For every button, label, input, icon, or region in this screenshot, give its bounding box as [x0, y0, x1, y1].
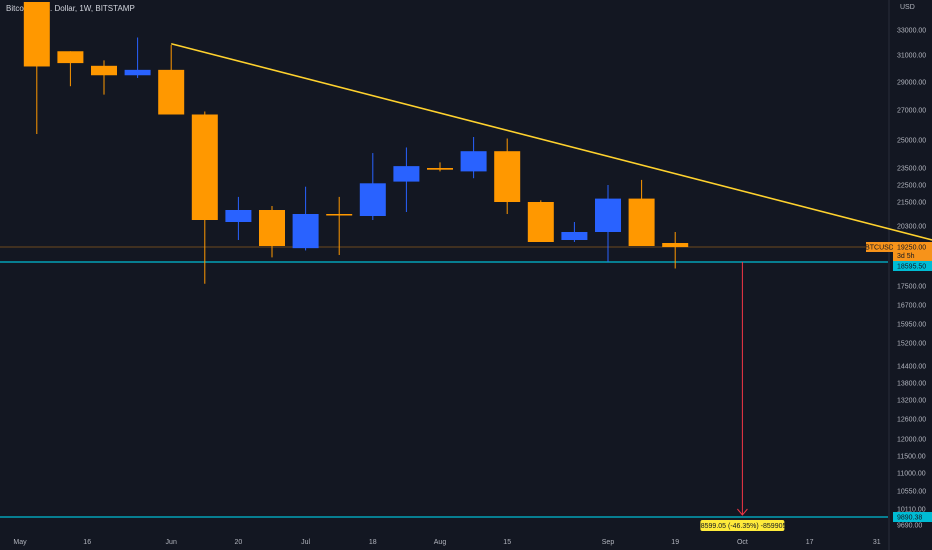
x-tick-label: 16	[83, 539, 91, 546]
y-tick-label: 33000.00	[897, 28, 926, 35]
candle-body	[326, 214, 353, 216]
x-tick-label: 17	[806, 539, 814, 546]
x-tick-label: Sep	[602, 539, 615, 546]
y-tick-label: 25000.00	[897, 138, 926, 145]
x-tick-label: 20	[235, 539, 243, 546]
candle-body	[124, 69, 151, 76]
trendline	[171, 42, 932, 241]
candle-body	[259, 210, 285, 246]
y-tick-label: 23500.00	[897, 166, 926, 173]
x-tick-label: Jun	[166, 539, 177, 546]
x-tick-label: 19	[671, 539, 679, 546]
measure-label-box	[700, 520, 785, 531]
candle-body	[23, 2, 50, 67]
candle-body	[191, 114, 218, 220]
y-tick-label: 15950.00	[897, 322, 926, 329]
x-tick-label: 15	[503, 539, 511, 546]
candle-body	[225, 210, 252, 222]
x-tick-label: May	[13, 539, 27, 546]
symbol-tag: BTCUSD	[865, 245, 894, 252]
chart-title: Bitcoin / U.S. Dollar, 1W, BITSTAMP	[6, 4, 135, 13]
symbol-tag-box	[866, 242, 893, 252]
candle-body	[494, 151, 521, 202]
currency-label: USD	[900, 4, 915, 11]
projection-arrow-head	[737, 508, 748, 516]
x-tick-label: 31	[873, 539, 881, 546]
candle-body	[460, 151, 487, 172]
y-tick-label: 11500.00	[897, 454, 926, 461]
y-tick-label: 13200.00	[897, 398, 926, 405]
price-tag-value: 19250.00	[897, 245, 926, 252]
y-tick-label: 22500.00	[897, 183, 926, 190]
x-tick-label: Aug	[434, 539, 447, 546]
candle-body	[393, 166, 420, 182]
y-tick-label: 21500.00	[897, 200, 926, 207]
candle-body	[359, 183, 386, 216]
candle-body	[662, 243, 689, 247]
y-tick-label: 10550.00	[897, 489, 926, 496]
candle-body	[91, 65, 117, 76]
candle-body	[158, 69, 185, 115]
candle-body	[628, 198, 655, 246]
y-tick-label: 10110.00	[897, 507, 926, 514]
candle-body	[292, 214, 319, 249]
target-tag-value: 9890.38	[897, 515, 922, 522]
y-tick-label: 11000.00	[897, 471, 926, 478]
countdown-label: 3d 5h	[897, 253, 915, 260]
target-tag-box	[893, 512, 932, 522]
x-tick-label: Oct	[737, 539, 748, 546]
support-tag-box	[893, 261, 932, 271]
price-tag-box	[893, 242, 932, 261]
y-tick-label: 13800.00	[897, 381, 926, 388]
y-tick-label: 12600.00	[897, 417, 926, 424]
y-tick-label: 15200.00	[897, 341, 926, 348]
candle-body	[427, 168, 453, 170]
y-tick-label: 16700.00	[897, 303, 926, 310]
candle-body	[57, 51, 84, 64]
support-tag-value: 18595.50	[897, 264, 926, 271]
y-tick-label: 29000.00	[897, 80, 926, 87]
candle-body	[527, 202, 554, 242]
candle-body	[561, 232, 588, 240]
y-tick-label: 31000.00	[897, 53, 926, 60]
y-tick-label: 9690.00	[897, 523, 922, 530]
x-tick-label: Jul	[301, 539, 310, 546]
y-tick-label: 12000.00	[897, 437, 926, 444]
y-tick-label: 14400.00	[897, 364, 926, 371]
x-tick-label: 18	[369, 539, 377, 546]
y-tick-label: 27000.00	[897, 108, 926, 115]
candle-body	[595, 198, 621, 232]
measure-label: -8599.05 (-46.35%) -859905	[698, 523, 786, 530]
y-tick-label: 20300.00	[897, 224, 926, 231]
y-tick-label: 17500.00	[897, 284, 926, 291]
